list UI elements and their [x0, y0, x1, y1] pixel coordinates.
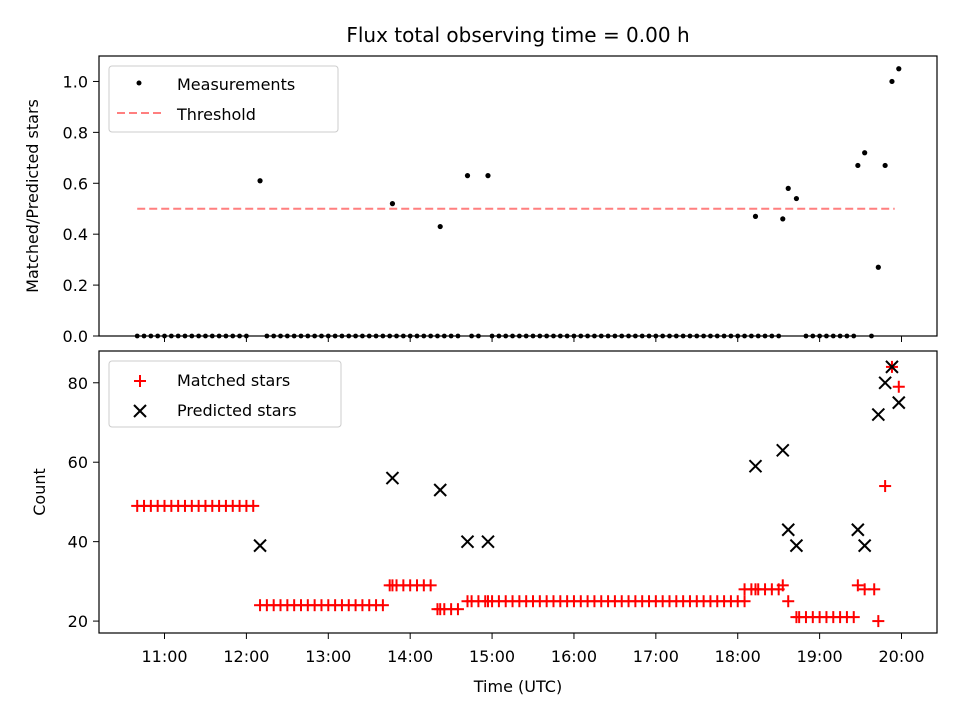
legend-matched-marker — [134, 375, 146, 387]
matched-star-point — [481, 595, 494, 608]
matched-star-point — [424, 579, 437, 592]
predicted-star-point — [433, 483, 447, 497]
predicted-star-point — [781, 523, 795, 537]
top-plot: 0.0 0.2 0.4 0.6 0.8 1.0 Matched/Predicted sta… — [23, 55, 938, 346]
bottom-y-tick-label: 40 — [68, 533, 88, 552]
chart-title: Flux total observing time = 0.00 h — [346, 23, 689, 47]
x-tick-label: 15:00 — [469, 647, 515, 666]
matched-star-point — [790, 611, 803, 624]
x-tick-label: 16:00 — [551, 647, 597, 666]
x-tick-label: 17:00 — [633, 647, 679, 666]
measurement-point — [785, 185, 791, 191]
measurement-point — [889, 78, 895, 85]
matched-star-point — [776, 579, 789, 592]
matched-star-point — [749, 583, 762, 596]
legend-predicted-label: Predicted stars — [177, 401, 297, 420]
bottom-y-tick-label: 80 — [68, 374, 88, 393]
top-y-tick-label: 0.4 — [63, 225, 88, 244]
bottom-y-tick-label: 60 — [68, 453, 88, 472]
measurement-point — [896, 66, 902, 72]
x-tick-label: 13:00 — [305, 647, 351, 666]
matched-star-point — [376, 599, 389, 612]
top-y-tick-label: 0.2 — [63, 276, 88, 295]
matched-star-point — [434, 603, 447, 616]
measurement-point — [862, 150, 868, 156]
predicted-star-point — [857, 538, 872, 553]
predicted-star-point — [878, 376, 892, 390]
measurement-point — [855, 162, 861, 169]
top-y-tick-label: 1.0 — [63, 72, 88, 91]
bottom-plot: 20 40 60 80 11:00 12:00 13:00 14:00 15:00 16:00 1… — [30, 336, 938, 696]
legend-threshold-label: Threshold — [176, 105, 256, 124]
measurement-point — [485, 173, 491, 179]
x-tick-label: 18:00 — [715, 647, 761, 666]
matched-star-point — [738, 595, 751, 608]
top-plot-frame — [98, 55, 938, 337]
predicted-star-point — [776, 443, 790, 458]
matched-star-point — [879, 480, 892, 493]
x-tick-label: 20:00 — [878, 647, 924, 666]
predicted-star-point — [481, 534, 495, 549]
predicted-star-point — [789, 538, 804, 553]
measurement-point — [875, 264, 881, 270]
matched-star-point — [247, 499, 260, 512]
top-legend: Measurements Threshold — [108, 65, 339, 133]
matched-star-point — [868, 583, 881, 596]
predicted-star-point — [871, 407, 886, 422]
measurement-point — [464, 173, 471, 179]
measurement-point — [752, 213, 759, 219]
predicted-star-point — [892, 395, 906, 410]
bottom-legend-box — [108, 360, 342, 428]
x-tick-label: 11:00 — [141, 647, 187, 666]
legend-measurements-label: Measurements — [177, 75, 295, 94]
top-y-axis-label: Matched/Predicted stars — [23, 99, 42, 293]
matched-star-point — [386, 579, 399, 592]
top-y-tick-label: 0.8 — [63, 123, 88, 142]
bottom-y-tick-label: 20 — [68, 612, 88, 631]
legend-measurements-marker — [136, 80, 142, 86]
predicted-star-point — [851, 523, 865, 537]
top-legend-box — [108, 65, 339, 133]
predicted-star-point — [460, 534, 475, 549]
predicted-star-point — [253, 538, 267, 553]
measurement-point — [437, 223, 443, 230]
x-tick-label: 12:00 — [223, 647, 269, 666]
matched-star-point — [847, 611, 860, 624]
matched-star-point — [892, 380, 905, 393]
measurement-point — [780, 216, 786, 222]
top-y-tick-label: 0.0 — [63, 327, 88, 346]
matched-star-point — [872, 615, 885, 628]
bottom-plot-frame — [98, 350, 938, 634]
matched-star-point — [451, 603, 464, 616]
bottom-y-axis-label: Count — [30, 468, 49, 516]
matched-star-point — [254, 599, 267, 612]
legend-predicted-marker — [133, 404, 147, 418]
measurement-point — [882, 162, 888, 169]
predicted-star-point — [385, 471, 400, 485]
predicted-star-point — [885, 360, 899, 374]
matched-star-point — [461, 595, 474, 608]
matched-star-point — [782, 595, 795, 608]
x-tick-label: 14:00 — [387, 647, 433, 666]
predicted-star-point — [748, 459, 763, 473]
matched-star-point — [851, 579, 864, 592]
measurement-point — [257, 178, 263, 184]
top-y-tick-label: 0.6 — [63, 174, 88, 193]
bottom-legend: Matched stars Predicted stars — [108, 360, 342, 428]
measurement-point — [389, 201, 396, 207]
legend-matched-label: Matched stars — [177, 371, 290, 390]
x-axis-label: Time (UTC) — [473, 677, 562, 696]
x-tick-label: 19:00 — [797, 647, 843, 666]
measurement-point — [793, 195, 800, 202]
